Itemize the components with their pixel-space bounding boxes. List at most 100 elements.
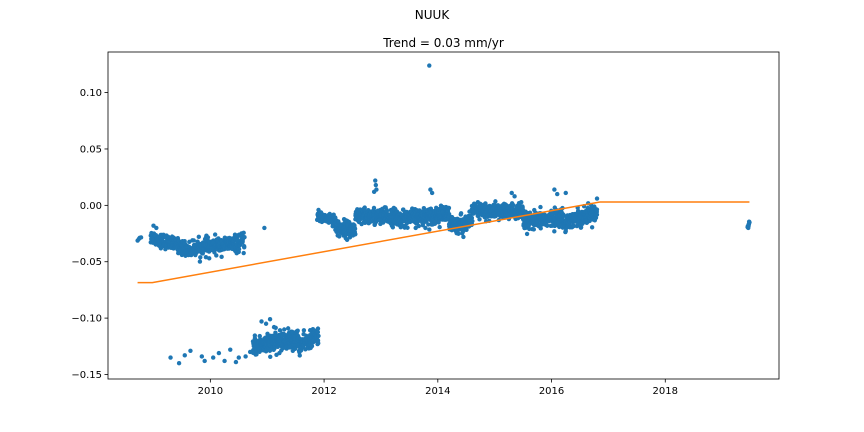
scatter-point [205, 235, 211, 240]
scatter-point [344, 237, 350, 243]
scatter-point [287, 345, 293, 350]
data-layer [135, 63, 752, 366]
scatter-point [282, 327, 287, 332]
scatter-point [423, 225, 428, 231]
scatter-point [432, 221, 438, 226]
scatter-point [483, 201, 488, 206]
scatter-point [297, 353, 302, 358]
scatter-point [429, 190, 435, 196]
y-tick-label: 0.00 [80, 201, 102, 212]
scatter-point [531, 227, 537, 232]
scatter-point [315, 329, 320, 335]
plot-area [107, 51, 780, 380]
scatter-point [436, 220, 441, 225]
scatter-point [446, 205, 452, 211]
scatter-point [295, 328, 300, 333]
scatter-point [154, 225, 159, 231]
scatter-point [427, 63, 432, 68]
scatter-point [371, 205, 377, 211]
scatter-point [571, 223, 577, 229]
scatter-point [458, 211, 464, 216]
scatter-point [578, 224, 584, 230]
scatter-point [384, 208, 390, 214]
scatter-point [216, 350, 222, 356]
x-tick-label: 2014 [425, 386, 450, 397]
scatter-point [552, 187, 557, 192]
scatter-point [362, 205, 367, 210]
x-tick-label: 2018 [653, 386, 678, 397]
scatter-point [271, 324, 277, 330]
scatter-point [405, 225, 410, 230]
scatter-point [337, 234, 342, 239]
scatter-point [182, 353, 187, 358]
scatter-point [428, 206, 434, 211]
scatter-point [212, 232, 218, 237]
scatter-point [594, 212, 600, 217]
y-tick-label: −0.15 [71, 370, 102, 381]
scatter-point [437, 224, 442, 230]
scatter-point [477, 217, 482, 222]
scatter-point [456, 231, 461, 236]
scatter-point [202, 358, 207, 364]
y-tick-label: −0.10 [71, 314, 102, 325]
scatter-point [168, 355, 173, 360]
scatter-point [228, 347, 233, 352]
trend-line [137, 201, 750, 284]
scatter-point [552, 229, 557, 234]
y-tick-label: −0.05 [71, 257, 102, 268]
scatter-point [557, 224, 562, 230]
scatter-point [464, 227, 469, 232]
x-tick-label: 2012 [311, 386, 336, 397]
scatter-point [219, 254, 224, 260]
y-tick-label: 0.10 [80, 88, 102, 99]
scatter-point [580, 221, 585, 226]
scatter-point [242, 235, 247, 240]
scatter-point [199, 354, 205, 359]
scatter-point [315, 326, 321, 331]
scatter-point [196, 234, 202, 240]
scatter-point [214, 253, 219, 258]
scatter-point [428, 187, 433, 192]
scatter-point [290, 348, 296, 354]
scatter-point [207, 256, 212, 261]
scatter-point [247, 349, 253, 355]
scatter-point [538, 226, 543, 231]
scatter-point [262, 225, 267, 231]
scatter-point [138, 235, 144, 240]
scatter-point [426, 222, 431, 227]
scatter-point [509, 190, 514, 196]
scatter-point [254, 352, 259, 357]
scatter-point [352, 226, 358, 231]
scatter-point [524, 231, 530, 237]
scatter-point [747, 220, 752, 225]
scatter-point [309, 343, 315, 349]
scatter-point [268, 354, 273, 359]
scatter-point [188, 348, 193, 354]
scatter-point [427, 227, 432, 232]
x-tick-label: 2016 [539, 386, 564, 397]
scatter-point [371, 189, 377, 195]
scatter-point [197, 259, 203, 264]
scatter-point [511, 202, 516, 208]
scatter-point [555, 191, 560, 197]
scatter-point [575, 208, 581, 214]
scatter-point [416, 223, 421, 229]
scatter-point [594, 196, 600, 201]
y-tick-label: 0.05 [80, 144, 102, 155]
scatter-point [316, 341, 321, 346]
scatter-point [285, 326, 291, 331]
figure-suptitle: NUUK [415, 8, 451, 22]
scatter-series [135, 63, 752, 366]
scatter-point [519, 200, 524, 205]
scatter-point [373, 182, 379, 188]
scatter-point [242, 245, 247, 250]
scatter-point [594, 207, 600, 212]
y-axis: 0.10 0.05 0.00 −0.05 −0.10 −0.15 [71, 88, 108, 381]
scatter-point [233, 359, 239, 365]
scatter-point [203, 254, 209, 260]
scatter-point [236, 355, 241, 360]
scatter-point [373, 178, 378, 183]
scatter-point [538, 204, 543, 210]
scatter-point [301, 328, 307, 333]
